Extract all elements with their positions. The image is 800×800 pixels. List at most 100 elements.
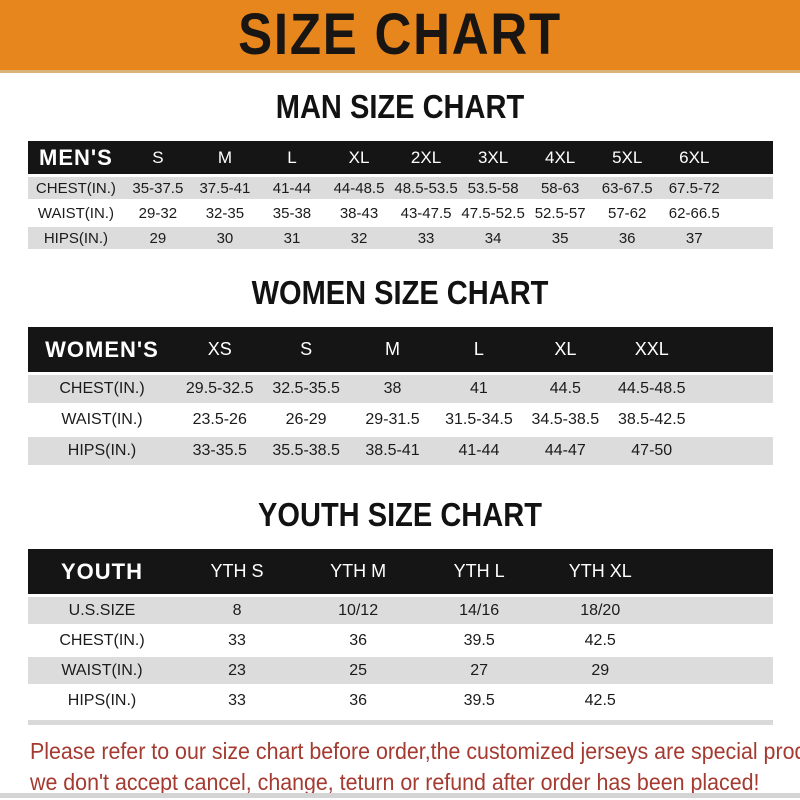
size-cell: 29-32 <box>138 204 178 222</box>
size-cell: 58-63 <box>540 179 580 197</box>
row-label: HIPS(IN.) <box>43 229 108 247</box>
size-cell: 38 <box>383 380 402 397</box>
youth-header-spacer <box>661 549 773 594</box>
size-cell: 14/16 <box>459 601 500 619</box>
youth-hips-row: HIPS(IN.) 33 36 39.5 42.5 <box>27 687 773 714</box>
men-table-title: MEN'S <box>39 144 113 170</box>
size-cell: 27 <box>470 661 489 679</box>
size-cell: 35-38 <box>272 204 312 222</box>
men-chest-row: CHEST(IN.) 35-37.5 37.5-41 41-44 44-48.5… <box>27 177 773 199</box>
youth-section-heading: YOUTH SIZE CHART <box>258 496 542 533</box>
women-chest-row: CHEST(IN.) 29.5-32.5 32.5-35.5 38 41 44.… <box>27 375 773 403</box>
row-spacer <box>695 406 773 434</box>
size-cell: 42.5 <box>584 631 616 649</box>
women-col-header: XS <box>207 339 232 359</box>
size-cell: 53.5-58 <box>467 179 519 197</box>
row-spacer <box>728 177 773 199</box>
size-cell: 33 <box>228 631 246 649</box>
size-cell: 36 <box>349 631 367 649</box>
youth-col-header: YTH XL <box>568 561 632 581</box>
men-hips-row: HIPS(IN.) 29 30 31 32 33 34 35 36 37 <box>27 227 773 249</box>
size-cell: 41-44 <box>272 179 312 197</box>
men-waist-row: WAIST(IN.) 29-32 32-35 35-38 38-43 43-47… <box>27 202 773 224</box>
row-spacer <box>695 437 773 465</box>
size-cell: 29.5-32.5 <box>185 380 254 397</box>
youth-col-header: YTH M <box>330 561 387 581</box>
size-cell: 33 <box>228 691 246 709</box>
youth-waist-row: WAIST(IN.) 23 25 27 29 <box>27 657 773 684</box>
youth-size-table: YOUTH YTH S YTH M YTH L YTH XL U.S.SIZE … <box>27 546 773 717</box>
row-spacer <box>695 375 773 403</box>
size-cell: 38.5-42.5 <box>617 411 686 428</box>
row-label: CHEST(IN.) <box>59 380 145 397</box>
men-size-table: MEN'S S M L XL 2XL 3XL 4XL 5XL 6XL CHEST… <box>27 138 773 252</box>
size-cell: 67.5-72 <box>668 179 720 197</box>
size-cell: 18/20 <box>580 601 621 619</box>
size-cell: 38.5-41 <box>365 442 420 459</box>
size-cell: 31.5-34.5 <box>445 411 513 428</box>
row-spacer <box>728 227 773 249</box>
size-cell: 63-67.5 <box>601 179 653 197</box>
size-cell: 33-35.5 <box>192 442 247 459</box>
row-label: HIPS(IN.) <box>67 442 137 459</box>
size-cell: 23 <box>228 661 246 679</box>
size-cell: 44.5-48.5 <box>617 380 686 397</box>
size-cell: 25 <box>349 661 367 679</box>
size-cell: 48.5-53.5 <box>394 179 458 197</box>
women-table-title: WOMEN'S <box>45 336 159 362</box>
women-col-header: XXL <box>634 339 669 359</box>
size-cell: 37.5-41 <box>199 179 251 197</box>
size-cell: 32-35 <box>205 204 245 222</box>
size-cell: 8 <box>232 601 242 619</box>
women-section-heading: WOMEN SIZE CHART <box>251 274 549 311</box>
youth-chest-row: CHEST(IN.) 33 36 39.5 42.5 <box>27 627 773 654</box>
banner-title: SIZE CHART <box>238 2 562 67</box>
men-col-header: 6XL <box>679 147 710 167</box>
size-cell: 47-50 <box>631 442 673 459</box>
size-cell: 32 <box>350 229 368 247</box>
women-header-spacer <box>695 327 773 372</box>
men-col-header: 4XL <box>545 147 576 167</box>
row-label: WAIST(IN.) <box>37 204 114 222</box>
row-spacer <box>728 202 773 224</box>
size-cell: 62-66.5 <box>668 204 720 222</box>
row-label: U.S.SIZE <box>68 601 136 619</box>
youth-table-bottom-strip <box>27 720 773 725</box>
size-cell: 32.5-35.5 <box>272 380 340 397</box>
women-col-header: S <box>300 339 313 359</box>
size-cell: 52.5-57 <box>534 204 586 222</box>
size-cell: 26-29 <box>285 411 327 428</box>
size-cell: 41 <box>470 380 488 397</box>
row-spacer <box>661 657 773 684</box>
row-spacer <box>661 597 773 624</box>
youth-col-header: YTH S <box>210 561 264 581</box>
youth-table-title: YOUTH <box>61 558 143 584</box>
women-waist-row: WAIST(IN.) 23.5-26 26-29 29-31.5 31.5-34… <box>27 406 773 434</box>
row-label: HIPS(IN.) <box>67 691 137 709</box>
size-cell: 29 <box>591 661 610 679</box>
size-cell: 43-47.5 <box>400 204 452 222</box>
women-hips-row: HIPS(IN.) 33-35.5 35.5-38.5 38.5-41 41-4… <box>27 437 773 465</box>
size-cell: 39.5 <box>463 691 495 709</box>
row-spacer <box>661 687 773 714</box>
size-cell: 35.5-38.5 <box>272 442 340 459</box>
size-chart-banner: SIZE CHART <box>0 0 800 73</box>
men-col-header: 2XL <box>410 147 442 167</box>
size-cell: 44-47 <box>544 442 586 459</box>
row-label: CHEST(IN.) <box>35 179 116 197</box>
women-size-table: WOMEN'S XS S M L XL XXL CHEST(IN.) 29.5-… <box>27 324 773 468</box>
youth-col-header: YTH L <box>453 561 505 581</box>
size-cell: 29-31.5 <box>365 411 420 428</box>
men-header-row: MEN'S S M L XL 2XL 3XL 4XL 5XL 6XL <box>27 141 773 174</box>
size-cell: 36 <box>618 229 636 247</box>
row-label: CHEST(IN.) <box>59 631 145 649</box>
men-col-header: L <box>287 147 297 167</box>
size-cell: 42.5 <box>584 691 616 709</box>
size-cell: 44.5 <box>549 380 581 397</box>
women-col-header: L <box>473 339 484 359</box>
size-cell: 33 <box>417 229 435 247</box>
size-cell: 34 <box>484 229 502 247</box>
women-header-row: WOMEN'S XS S M L XL XXL <box>27 327 773 372</box>
size-cell: 23.5-26 <box>192 411 247 428</box>
man-section-heading: MAN SIZE CHART <box>275 88 525 125</box>
